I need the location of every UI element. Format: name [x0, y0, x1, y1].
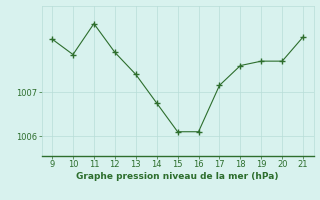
X-axis label: Graphe pression niveau de la mer (hPa): Graphe pression niveau de la mer (hPa): [76, 172, 279, 181]
